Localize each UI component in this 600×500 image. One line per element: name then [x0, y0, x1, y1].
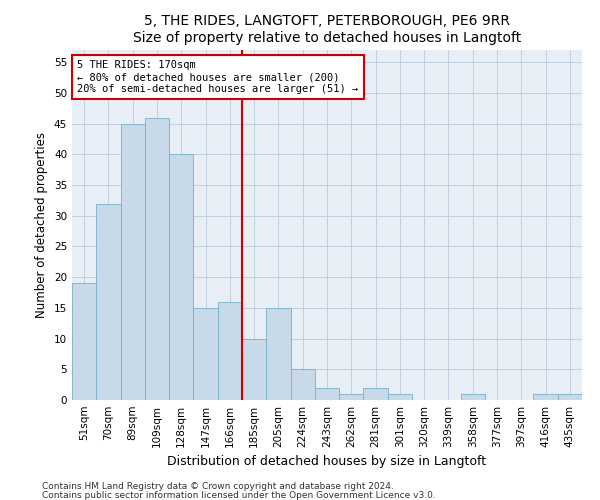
Bar: [461, 394, 485, 400]
Bar: [364, 388, 388, 400]
Bar: [533, 394, 558, 400]
Text: 5 THE RIDES: 170sqm
← 80% of detached houses are smaller (200)
20% of semi-detac: 5 THE RIDES: 170sqm ← 80% of detached ho…: [77, 60, 358, 94]
Bar: [218, 302, 242, 400]
X-axis label: Distribution of detached houses by size in Langtoft: Distribution of detached houses by size …: [167, 456, 487, 468]
Text: Contains public sector information licensed under the Open Government Licence v3: Contains public sector information licen…: [42, 491, 436, 500]
Bar: [121, 124, 145, 400]
Bar: [339, 394, 364, 400]
Bar: [266, 308, 290, 400]
Bar: [290, 370, 315, 400]
Bar: [145, 118, 169, 400]
Bar: [315, 388, 339, 400]
Bar: [169, 154, 193, 400]
Bar: [242, 338, 266, 400]
Y-axis label: Number of detached properties: Number of detached properties: [35, 132, 49, 318]
Bar: [96, 204, 121, 400]
Title: 5, THE RIDES, LANGTOFT, PETERBOROUGH, PE6 9RR
Size of property relative to detac: 5, THE RIDES, LANGTOFT, PETERBOROUGH, PE…: [133, 14, 521, 44]
Bar: [193, 308, 218, 400]
Bar: [388, 394, 412, 400]
Bar: [72, 284, 96, 400]
Text: Contains HM Land Registry data © Crown copyright and database right 2024.: Contains HM Land Registry data © Crown c…: [42, 482, 394, 491]
Bar: [558, 394, 582, 400]
